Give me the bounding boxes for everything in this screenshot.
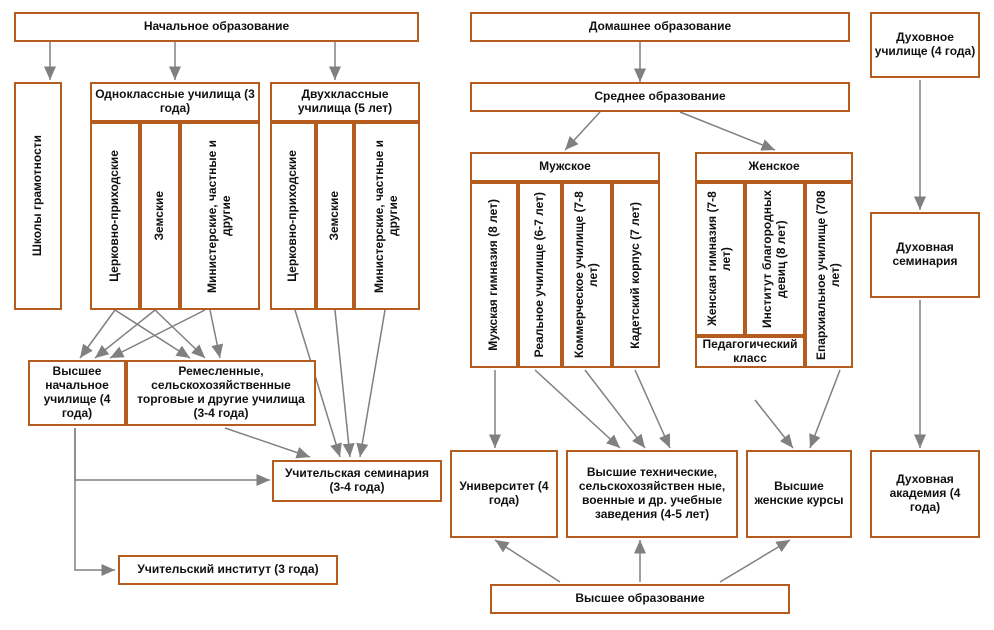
label: Церковно-приходские xyxy=(286,150,300,282)
node-uchinst: Учительский институт (3 года) xyxy=(118,555,338,585)
node-zhen-hdr: Женское xyxy=(695,152,853,182)
node-dvuh-hdr: Двухклассные училища (5 лет) xyxy=(270,82,420,122)
label: Школы грамотности xyxy=(31,135,45,256)
node-muzh-c1: Мужская гимназия (8 лет) xyxy=(470,182,518,368)
label: Реальное училище (6-7 лет) xyxy=(533,192,547,357)
node-duh-sem: Духовная семинария xyxy=(870,212,980,298)
node-dom-obr: Домашнее образование xyxy=(470,12,850,42)
node-nach-obr: Начальное образование xyxy=(14,12,419,42)
node-duh-akad: Духовная академия (4 года) xyxy=(870,450,980,538)
node-shkoly: Школы грамотности xyxy=(14,82,62,310)
node-vzhk: Высшие женские курсы xyxy=(746,450,852,538)
label: Министерские, частные и другие xyxy=(373,126,401,306)
node-uchsem: Учительская семинария (3-4 года) xyxy=(272,460,442,502)
label: Земские xyxy=(153,191,167,240)
label: Кадетский корпус (7 лет) xyxy=(629,202,643,349)
label: Институт благородных девиц (8 лет) xyxy=(761,186,789,332)
node-muzh-c2: Реальное училище (6-7 лет) xyxy=(518,182,562,368)
node-vtech: Высшие технические, сельскохозяйствен ны… xyxy=(566,450,738,538)
label: Мужская гимназия (8 лет) xyxy=(487,199,501,351)
node-ped-klass: Педагогический класс xyxy=(695,336,805,368)
node-muzh-hdr: Мужское xyxy=(470,152,660,182)
label: Женская гимназия (7-8 лет) xyxy=(706,186,734,332)
node-muzh-c4: Кадетский корпус (7 лет) xyxy=(612,182,660,368)
node-dvuh-c1: Церковно-приходские xyxy=(270,122,316,310)
node-vnu: Высшее начальное училище (4 года) xyxy=(28,360,126,426)
node-sred-obr: Среднее образование xyxy=(470,82,850,112)
node-dvuh-c3: Министерские, частные и другие xyxy=(354,122,420,310)
node-zhen-c1: Женская гимназия (7-8 лет) xyxy=(695,182,745,336)
node-univ: Университет (4 года) xyxy=(450,450,558,538)
node-odno-hdr: Одноклассные училища (3 года) xyxy=(90,82,260,122)
label: Епархиальное училище (708 лет) xyxy=(815,186,843,364)
node-odno-c3: Министерские, частные и другие xyxy=(180,122,260,310)
diagram-stage: Начальное образование Домашнее образован… xyxy=(0,0,994,630)
node-remes: Ремесленные, сельскохозяйственные торгов… xyxy=(126,360,316,426)
node-zhen-c3: Епархиальное училище (708 лет) xyxy=(805,182,853,368)
node-zhen-c2: Институт благородных девиц (8 лет) xyxy=(745,182,805,336)
label: Коммерческое училище (7-8 лет) xyxy=(573,186,601,364)
label: Министерские, частные и другие xyxy=(206,126,234,306)
label: Церковно-приходские xyxy=(108,150,122,282)
node-odno-c2: Земские xyxy=(140,122,180,310)
node-odno-c1: Церковно-приходские xyxy=(90,122,140,310)
label: Земские xyxy=(328,191,342,240)
node-muzh-c3: Коммерческое училище (7-8 лет) xyxy=(562,182,612,368)
node-vobr: Высшее образование xyxy=(490,584,790,614)
node-duh-uch: Духовное училище (4 года) xyxy=(870,12,980,78)
node-dvuh-c2: Земские xyxy=(316,122,354,310)
